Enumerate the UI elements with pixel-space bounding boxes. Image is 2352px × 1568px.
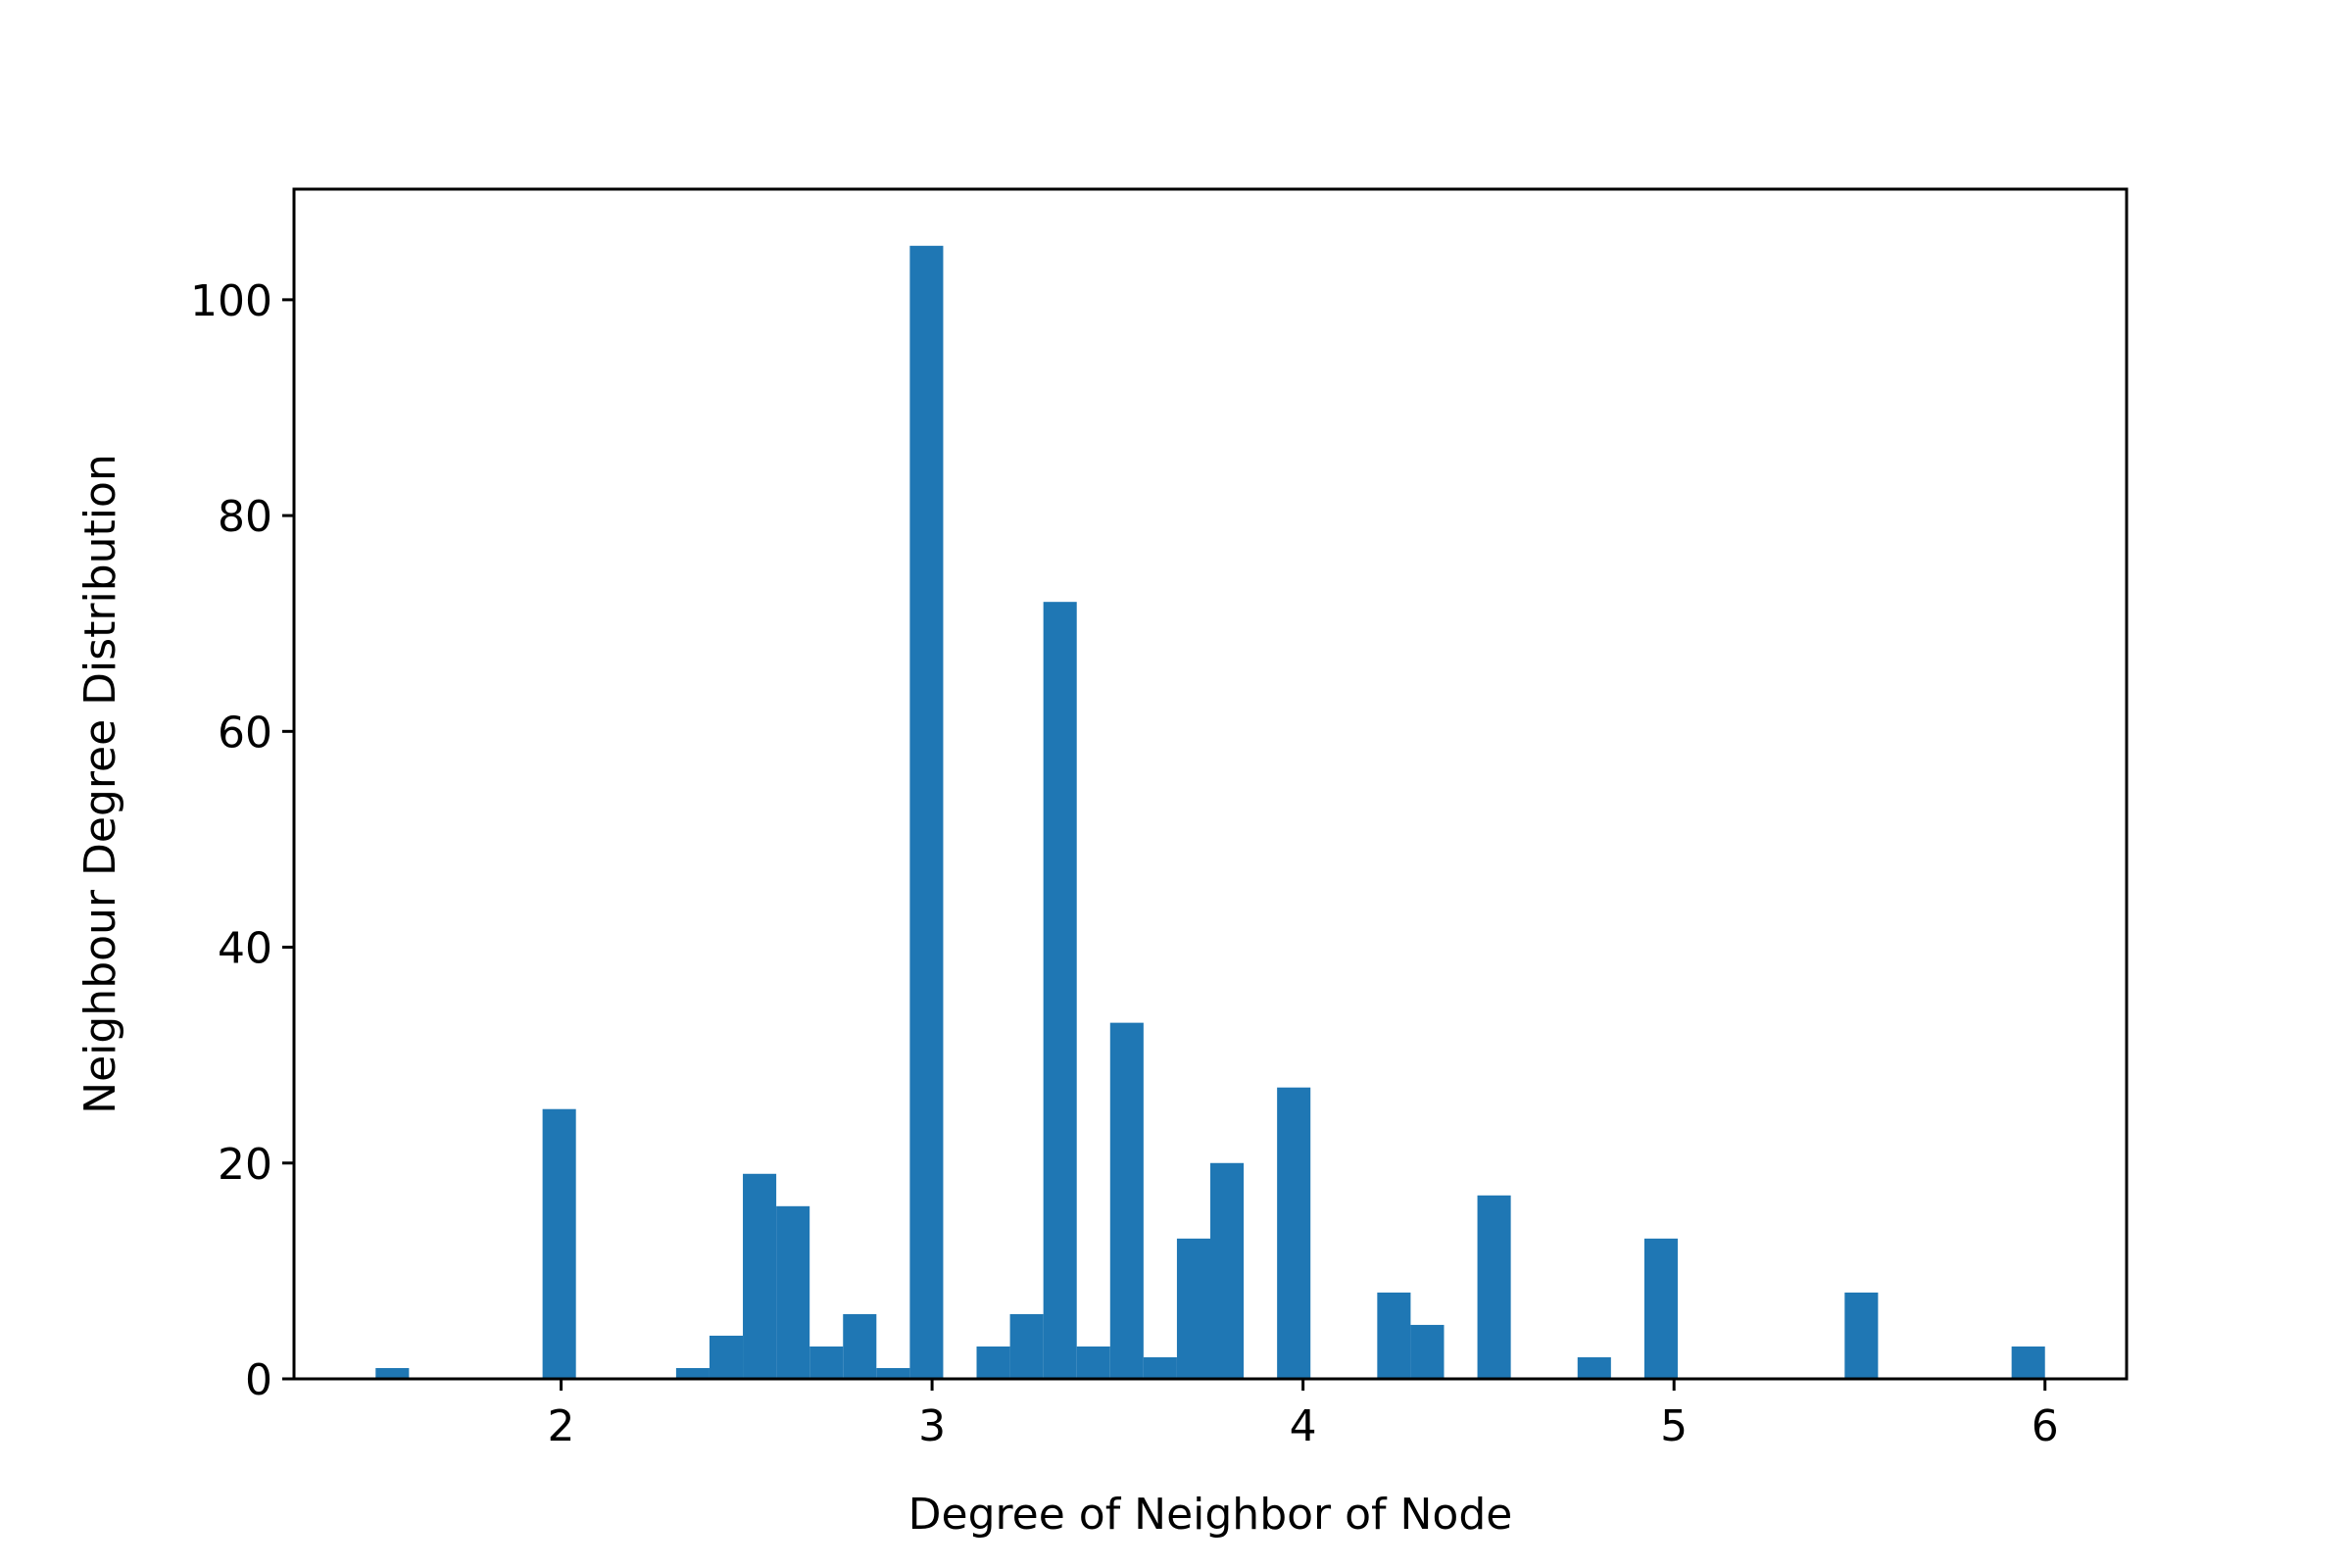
histogram-bar-2: [675, 1367, 710, 1379]
histogram-bar-16: [1176, 1238, 1210, 1379]
x-axis-ticks: 2 3 4 5 6: [548, 1379, 2059, 1451]
histogram-bar-18: [1277, 1087, 1311, 1379]
x-axis-label: Degree of Neighbor of Node: [908, 1490, 1513, 1540]
y-tick-label-0: 0: [245, 1355, 272, 1405]
histogram-bar-5: [776, 1205, 810, 1379]
histogram-bar-24: [1844, 1292, 1879, 1379]
histogram-bar-23: [1643, 1238, 1678, 1379]
histogram-bar-14: [1109, 1022, 1144, 1379]
histogram-bar-17: [1210, 1162, 1245, 1379]
y-tick-label-2: 40: [218, 924, 272, 974]
histogram-bar-8: [876, 1367, 910, 1379]
histogram-bar-25: [2011, 1346, 2045, 1379]
histogram-bar-3: [709, 1335, 744, 1379]
bars-layer: [375, 245, 2045, 1379]
histogram-bar-15: [1143, 1356, 1177, 1379]
y-tick-label-3: 60: [218, 708, 272, 758]
histogram-bar-1: [542, 1108, 576, 1379]
y-tick-label-5: 100: [190, 276, 272, 326]
histogram-bar-11: [1009, 1313, 1044, 1379]
histogram-bar-12: [1043, 602, 1077, 1379]
x-tick-label-4: 6: [2032, 1401, 2059, 1451]
y-tick-label-4: 80: [218, 492, 272, 542]
histogram-bar-6: [809, 1346, 844, 1379]
histogram-bar-21: [1477, 1195, 1511, 1379]
x-tick-label-3: 5: [1660, 1401, 1688, 1451]
histogram-bar-20: [1410, 1324, 1445, 1379]
histogram-bar-13: [1076, 1346, 1110, 1379]
histogram-bar-9: [909, 245, 944, 1379]
histogram-bar-22: [1577, 1356, 1611, 1379]
histogram-bar-4: [743, 1173, 777, 1379]
x-tick-label-0: 2: [548, 1401, 575, 1451]
y-tick-label-1: 20: [218, 1140, 272, 1190]
x-tick-label-1: 3: [918, 1401, 946, 1451]
y-axis-label: Neighbour Degree Distribution: [75, 454, 125, 1114]
y-axis-ticks: 0 20 40 60 80 100: [190, 276, 294, 1405]
histogram-bar-7: [843, 1313, 877, 1379]
histogram-bar-0: [375, 1367, 410, 1379]
histogram-bar-10: [976, 1346, 1010, 1379]
histogram-bar-19: [1377, 1292, 1411, 1379]
plot-area-frame: [292, 187, 2129, 1381]
x-tick-label-2: 4: [1290, 1401, 1317, 1451]
